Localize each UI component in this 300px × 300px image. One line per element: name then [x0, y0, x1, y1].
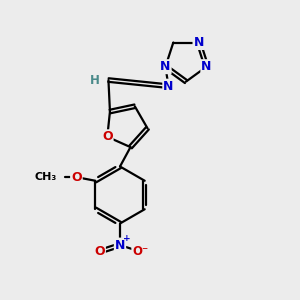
Text: N: N [194, 36, 204, 49]
Text: O: O [94, 245, 105, 258]
Text: N: N [115, 238, 125, 252]
Text: CH₃: CH₃ [34, 172, 56, 182]
Text: N: N [160, 60, 171, 73]
Text: N: N [163, 80, 174, 93]
Text: H: H [90, 74, 100, 86]
Text: +: + [123, 234, 130, 243]
Text: O: O [102, 130, 112, 143]
Text: N: N [201, 60, 212, 73]
Text: O⁻: O⁻ [132, 245, 148, 258]
Text: O: O [71, 171, 82, 184]
